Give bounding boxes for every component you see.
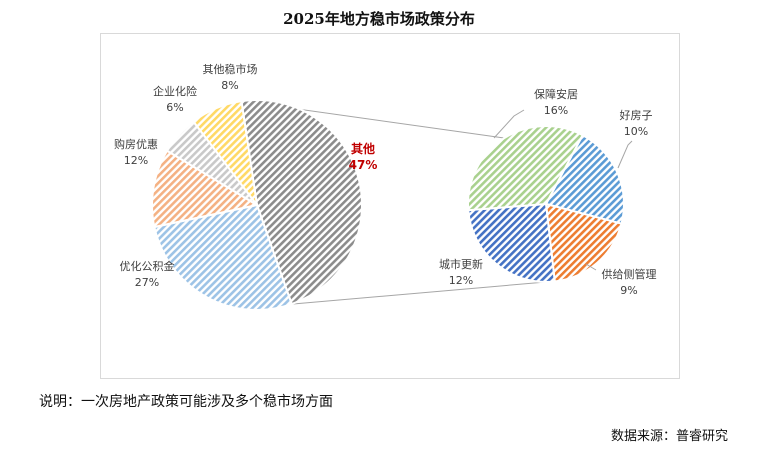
sub-label-1: 供给侧管理 9% (602, 267, 657, 297)
main-label-3: 企业化险 6% (153, 84, 197, 114)
main-label-4: 其他稳市场 8% (203, 62, 258, 92)
data-source: 数据来源：普睿研究 (610, 429, 728, 444)
leader-line-gongji (585, 263, 597, 271)
main-label-1: 优化公积金 27% (120, 259, 175, 289)
footnote: 说明：一次房地产政策可能涉及多个稳市场方面 (39, 394, 333, 410)
main-slice-2 (151, 149, 260, 229)
sub-label-0: 好房子 10% (620, 108, 653, 138)
sub-label-3: 保障安居 16% (534, 87, 578, 117)
sub-slice-3 (467, 125, 584, 212)
chart-frame (100, 33, 680, 379)
data-labels: 其他 47% 优化公积金 27% 购房优惠 12% 企业化险 6%其他稳市场 8% 好房子 10% 供… (114, 62, 657, 297)
sub-slice-0 (544, 133, 625, 225)
sub-slice-2 (467, 202, 556, 283)
main-label-2: 购房优惠 12% (114, 137, 158, 167)
main-label-0: 其他 47% (349, 141, 378, 172)
main-slice-0 (240, 99, 363, 306)
chart-title: 2025年地方稳市场政策分布 (283, 10, 475, 28)
main-pie (151, 99, 363, 311)
secondary-pie (467, 125, 625, 283)
leader-line-baozhang (493, 109, 525, 139)
main-slice-1 (153, 203, 293, 311)
main-slice-4 (191, 100, 258, 206)
sub-slice-1 (544, 202, 623, 283)
sub-label-2: 城市更新 12% (439, 257, 483, 287)
connector-line-bottom (291, 281, 547, 305)
leader-line-haofangzi (617, 140, 633, 169)
